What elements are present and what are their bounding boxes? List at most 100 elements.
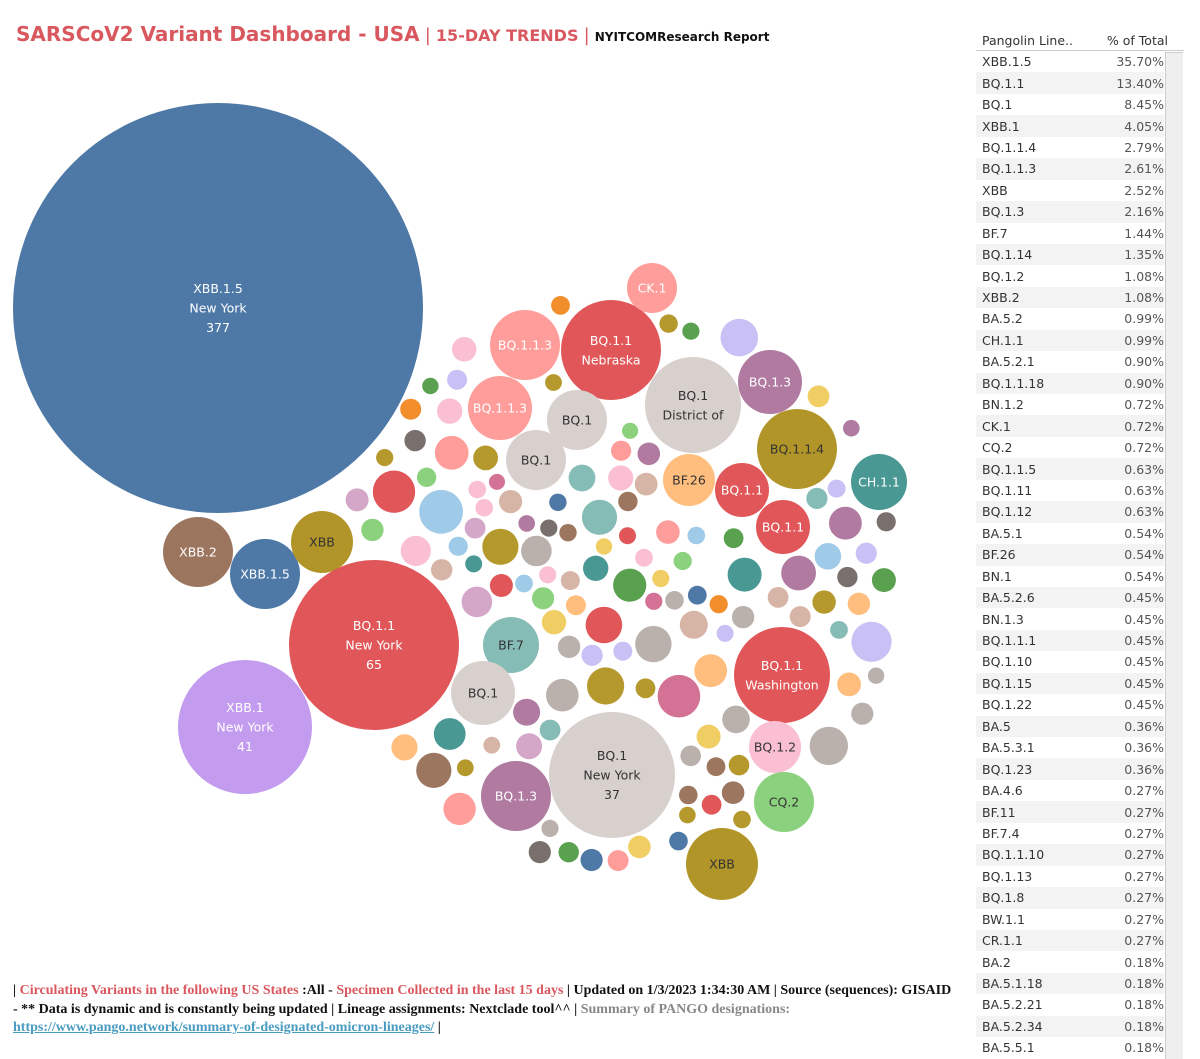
bubble[interactable]: BQ.1.1 Nebraska: [561, 300, 661, 400]
bubble[interactable]: [789, 606, 811, 628]
table-row[interactable]: XBB.2 1.08%: [976, 286, 1164, 309]
bubble[interactable]: [716, 624, 734, 642]
bubble[interactable]: [345, 488, 369, 512]
bubble[interactable]: [400, 398, 422, 420]
bubble[interactable]: [416, 467, 437, 487]
table-row[interactable]: BA.5.2.21 0.18%: [976, 994, 1164, 1015]
bubble[interactable]: [830, 621, 848, 639]
bubble[interactable]: BQ.1.2: [749, 721, 801, 773]
bubble[interactable]: BQ.1.1.4: [757, 409, 837, 489]
bubble[interactable]: [652, 569, 670, 588]
bubble[interactable]: [727, 557, 762, 592]
bubble-mark[interactable]: [506, 430, 566, 490]
table-row[interactable]: BA.5.5.1 0.18%: [976, 1037, 1164, 1058]
bubble[interactable]: [847, 592, 871, 615]
bubble[interactable]: [837, 566, 858, 588]
table-row[interactable]: BN.1 0.54%: [976, 566, 1164, 587]
bubble[interactable]: [696, 724, 721, 749]
bubble[interactable]: [559, 524, 577, 542]
table-row[interactable]: BQ.1.2 1.08%: [976, 265, 1164, 286]
bubble[interactable]: XBB.1 New York 41: [178, 660, 312, 794]
bubble[interactable]: BQ.1.1 Washington: [734, 627, 830, 723]
bubble[interactable]: [722, 705, 750, 734]
table-row[interactable]: BQ.1.1.1 0.45%: [976, 629, 1164, 652]
bubble[interactable]: [701, 794, 722, 815]
bubble-mark[interactable]: [289, 560, 459, 730]
bubble[interactable]: [541, 819, 559, 838]
bubble[interactable]: [733, 810, 751, 829]
bubble[interactable]: [404, 429, 426, 452]
bubble[interactable]: [443, 792, 476, 826]
table-row[interactable]: XBB.1.5 35.70%: [976, 51, 1164, 72]
bubble-mark[interactable]: [549, 712, 675, 838]
table-row[interactable]: BQ.1.1 13.40%: [976, 72, 1164, 94]
bubble-mark[interactable]: [749, 721, 801, 773]
bubble[interactable]: [635, 548, 653, 567]
bubble-mark[interactable]: [754, 772, 814, 832]
bubble[interactable]: [545, 374, 562, 391]
bubble[interactable]: [635, 678, 656, 699]
bubble[interactable]: [451, 337, 477, 362]
table-row[interactable]: CQ.2 0.72%: [976, 437, 1164, 458]
bubble[interactable]: [475, 499, 494, 517]
bubble[interactable]: [812, 590, 836, 614]
bubble[interactable]: [419, 489, 463, 534]
bubble[interactable]: XBB.1.5 New York 377: [13, 103, 423, 513]
bubble[interactable]: [560, 571, 580, 591]
bubble[interactable]: [540, 519, 558, 537]
bubble[interactable]: [551, 296, 570, 315]
bubble-mark[interactable]: [757, 409, 837, 489]
bubble[interactable]: [461, 586, 493, 618]
table-row[interactable]: CR.1.1 0.27%: [976, 929, 1164, 952]
table-row[interactable]: BQ.1.14 1.35%: [976, 243, 1164, 266]
table-row[interactable]: BQ.1.1.3 2.61%: [976, 158, 1164, 180]
table-row[interactable]: BQ.1.1.4 2.79%: [976, 137, 1164, 158]
bubble-mark[interactable]: [13, 103, 423, 513]
bubble[interactable]: [361, 518, 384, 542]
table-row[interactable]: BQ.1.3 2.16%: [976, 201, 1164, 223]
bubble[interactable]: BQ.1.3: [481, 761, 551, 831]
table-row[interactable]: BA.2 0.18%: [976, 951, 1164, 972]
bubble[interactable]: [539, 566, 557, 584]
bubble-mark[interactable]: [627, 263, 677, 313]
bubble[interactable]: [581, 499, 618, 535]
bubble[interactable]: [558, 842, 579, 863]
table-row[interactable]: BN.1.2 0.72%: [976, 394, 1164, 415]
bubble[interactable]: BQ.1: [547, 390, 607, 450]
bubble[interactable]: BQ.1.1: [756, 500, 810, 554]
bubble[interactable]: [434, 435, 469, 470]
bubble[interactable]: [876, 512, 896, 532]
bubble[interactable]: [829, 506, 862, 540]
bubble[interactable]: CH.1.1: [851, 454, 907, 510]
bubble[interactable]: [619, 527, 636, 545]
bubble[interactable]: [448, 536, 468, 556]
bubble[interactable]: [867, 667, 885, 684]
bubble[interactable]: XBB.1.5: [230, 539, 300, 609]
bubble[interactable]: [687, 585, 707, 605]
bubble[interactable]: [721, 781, 745, 804]
bubble[interactable]: [557, 635, 581, 658]
table-row[interactable]: BQ.1.12 0.63%: [976, 501, 1164, 523]
bubble[interactable]: [568, 464, 596, 492]
bubble[interactable]: [827, 479, 846, 498]
bubble[interactable]: BF.7: [483, 617, 539, 673]
bubble[interactable]: [728, 754, 750, 776]
bubble[interactable]: [814, 543, 842, 570]
bubble[interactable]: [376, 449, 394, 467]
bubble[interactable]: [483, 736, 501, 754]
bubble[interactable]: XBB.2: [163, 517, 233, 587]
bubble[interactable]: [694, 654, 728, 688]
bubble-mark[interactable]: [163, 517, 233, 587]
bubble[interactable]: [628, 835, 651, 859]
table-row[interactable]: BQ.1.13 0.27%: [976, 866, 1164, 887]
table-row[interactable]: BQ.1.8 0.27%: [976, 887, 1164, 909]
bubble[interactable]: [468, 480, 487, 499]
bubble[interactable]: [656, 520, 680, 544]
bubble[interactable]: [473, 445, 498, 471]
bubble[interactable]: [587, 667, 625, 705]
bubble[interactable]: [613, 641, 633, 661]
table-row[interactable]: BA.5.3.1 0.36%: [976, 737, 1164, 758]
bubble[interactable]: [807, 385, 830, 408]
table-row[interactable]: BA.5.2.34 0.18%: [976, 1015, 1164, 1038]
bubble[interactable]: [499, 490, 523, 514]
